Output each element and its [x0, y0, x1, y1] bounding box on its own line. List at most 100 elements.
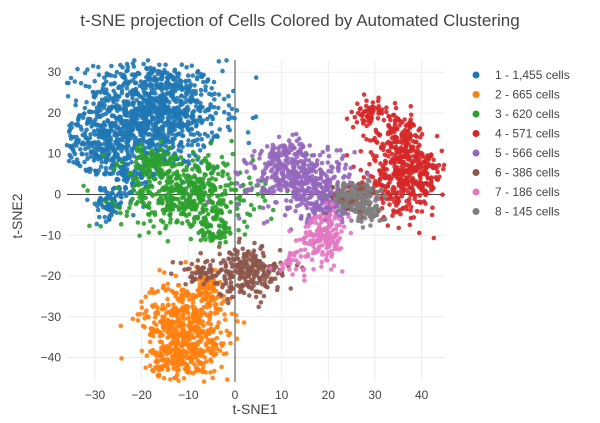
data-point [349, 109, 355, 115]
data-point [68, 144, 74, 150]
data-point [332, 174, 337, 180]
data-point [281, 162, 286, 167]
data-point [338, 246, 344, 251]
data-point [299, 184, 305, 190]
data-point [165, 134, 171, 139]
data-point [150, 115, 155, 120]
data-point [197, 169, 202, 174]
data-point [132, 183, 138, 188]
data-point [281, 175, 286, 180]
data-point [418, 166, 423, 171]
data-point [113, 120, 118, 126]
data-point [308, 220, 314, 225]
data-point [98, 188, 104, 193]
data-point [364, 114, 370, 119]
data-point [165, 115, 171, 120]
data-point [188, 274, 193, 280]
data-point [248, 202, 254, 208]
data-point [165, 281, 171, 287]
x-tick-label: −30 [85, 388, 106, 402]
data-point [245, 211, 250, 217]
legend-item-6[interactable]: 6 - 386 cells [472, 166, 560, 180]
data-point [401, 166, 407, 172]
data-point [130, 316, 136, 322]
x-tick-label: 20 [322, 388, 336, 402]
data-point [227, 176, 232, 181]
data-point [163, 207, 169, 213]
data-point [190, 167, 195, 172]
legend-item-4[interactable]: 4 - 571 cells [472, 127, 560, 141]
data-point [293, 208, 298, 214]
data-point [132, 118, 137, 123]
data-point [221, 341, 226, 346]
data-point [102, 214, 108, 220]
data-point [330, 195, 335, 200]
y-tick-label: 30 [48, 65, 62, 79]
data-point [181, 86, 187, 91]
data-point [176, 143, 182, 148]
data-point [377, 207, 383, 212]
data-point [357, 107, 363, 112]
data-point [226, 111, 232, 117]
data-point [190, 325, 195, 331]
data-point [165, 200, 170, 205]
data-point [141, 61, 146, 67]
data-point [319, 259, 325, 265]
chart-title: t-SNE projection of Cells Colored by Aut… [80, 11, 519, 30]
data-point [361, 190, 366, 195]
data-point [217, 251, 222, 257]
data-point [248, 181, 253, 186]
data-point [138, 175, 144, 180]
x-axis-title: t-SNE1 [232, 401, 277, 417]
data-point [305, 253, 311, 259]
data-point [212, 97, 217, 102]
data-point [228, 200, 234, 205]
data-point [108, 165, 113, 171]
data-point [208, 238, 213, 243]
legend-item-2[interactable]: 2 - 665 cells [472, 88, 560, 102]
data-point [165, 159, 170, 164]
data-point [163, 345, 168, 351]
data-point [170, 207, 175, 212]
data-point [365, 208, 370, 213]
data-point [235, 319, 240, 324]
data-point [169, 271, 174, 277]
data-point [119, 148, 124, 154]
data-point [249, 185, 255, 191]
data-point [209, 92, 215, 98]
data-point [311, 233, 316, 238]
data-point [332, 216, 338, 221]
x-tick-label: 0 [232, 388, 239, 402]
data-point [147, 189, 152, 194]
data-point [75, 117, 81, 123]
legend-item-8[interactable]: 8 - 145 cells [472, 205, 560, 219]
data-point [409, 165, 415, 170]
legend-item-7[interactable]: 7 - 186 cells [472, 185, 560, 199]
data-point [417, 193, 423, 198]
data-point [373, 127, 379, 133]
data-point [129, 159, 134, 165]
data-point [208, 121, 214, 127]
data-point [190, 158, 196, 163]
data-point [225, 289, 230, 294]
data-point [185, 341, 190, 347]
data-point [253, 294, 259, 300]
legend[interactable]: 1 - 1,455 cells 2 - 665 cells 3 - 620 cell… [472, 68, 570, 219]
data-point [138, 149, 143, 154]
legend-item-3[interactable]: 3 - 620 cells [472, 107, 560, 121]
data-point [201, 265, 207, 271]
data-point [164, 106, 169, 111]
data-point [216, 92, 222, 97]
data-point [181, 328, 187, 333]
data-point [276, 134, 282, 140]
legend-item-5[interactable]: 5 - 566 cells [472, 146, 560, 160]
data-point [282, 212, 288, 218]
data-point [209, 268, 214, 273]
data-point [196, 196, 202, 201]
data-point [176, 207, 182, 212]
legend-item-1[interactable]: 1 - 1,455 cells [472, 68, 570, 82]
data-point [129, 133, 135, 138]
data-point [272, 261, 277, 267]
data-point [229, 138, 234, 144]
data-point [392, 100, 398, 106]
